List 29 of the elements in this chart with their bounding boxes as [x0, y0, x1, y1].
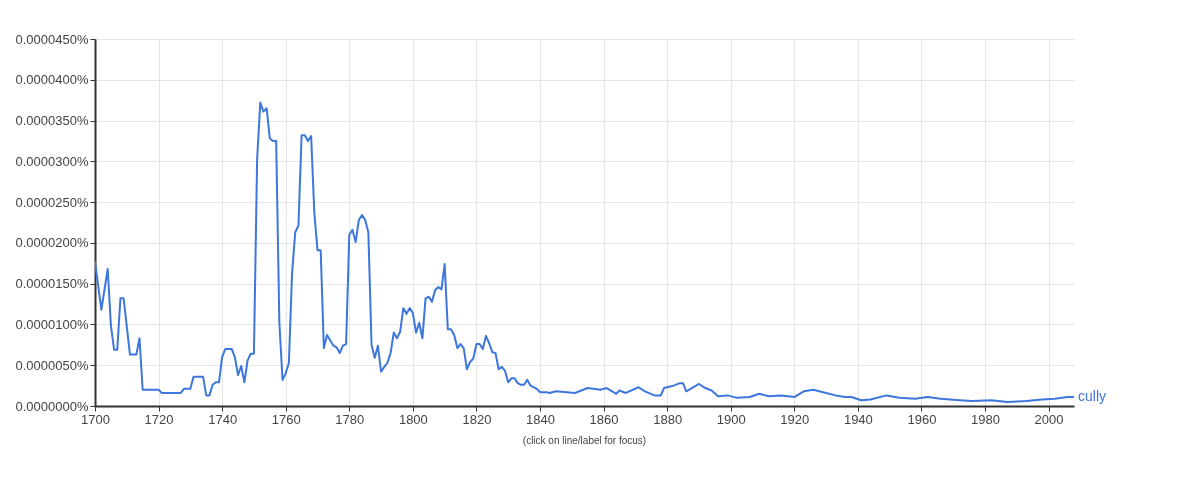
y-tick-label: 0.0000050% [15, 357, 89, 373]
x-tick-label: 1800 [398, 411, 428, 427]
series-label: cully [1078, 388, 1107, 405]
x-tick-label: 1860 [589, 411, 619, 427]
x-tick-label: 2000 [1034, 411, 1064, 427]
x-tick-label: 1720 [144, 411, 174, 427]
y-tick-label: 0.0000450% [15, 31, 89, 47]
x-tick-label: 1760 [271, 411, 301, 427]
y-tick-label: 0.0000000% [15, 398, 89, 414]
y-tick-label: 0.0000100% [15, 316, 89, 332]
x-tick-label: 1900 [716, 411, 746, 427]
y-tick-label: 0.0000350% [15, 113, 89, 129]
text: (click on line/label for focus) [522, 435, 647, 446]
y-tick-label: 0.0000150% [15, 276, 89, 292]
y-tick-label: 0.0000300% [15, 153, 89, 169]
y-tick-label: 0.0000200% [15, 235, 89, 251]
x-tick-label: 1700 [81, 411, 110, 427]
x-tick-label: 1820 [462, 411, 492, 427]
x-tick-label: 1940 [843, 411, 873, 427]
x-tick-label: 1780 [335, 411, 365, 427]
y-tick-label: 0.0000400% [15, 72, 89, 88]
x-tick-label: 1980 [971, 411, 1000, 427]
x-tick-label: 1840 [526, 411, 555, 427]
line-series [95, 101, 1074, 403]
x-tick-label: 1960 [907, 411, 937, 427]
x-tick-label: 1920 [780, 411, 810, 427]
y-tick-label: 0.0000250% [15, 194, 89, 210]
x-tick-label: 1880 [653, 411, 683, 427]
x-tick-label: 1740 [208, 411, 238, 427]
